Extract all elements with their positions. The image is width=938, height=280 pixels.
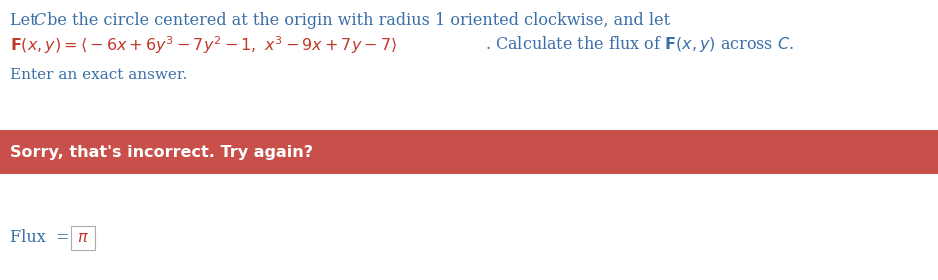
Text: $\pi$: $\pi$ (77, 230, 89, 246)
Bar (0, 130, 938, 174)
Text: be the circle centered at the origin with radius 1 oriented clockwise, and let: be the circle centered at the origin wit… (42, 12, 670, 29)
Text: Flux  =: Flux = (10, 230, 75, 246)
Text: . Calculate the flux of $\mathbf{F}(x, y)$ across $C$.: . Calculate the flux of $\mathbf{F}(x, y… (485, 34, 794, 54)
Text: Let: Let (10, 12, 42, 29)
Text: C: C (33, 12, 45, 29)
Text: Enter an exact answer.: Enter an exact answer. (10, 68, 188, 82)
FancyBboxPatch shape (71, 226, 95, 250)
Text: $\mathbf{F}(x, y) = \langle -6x + 6y^3 - 7y^2 - 1,\ x^3 - 9x + 7y - 7\rangle$: $\mathbf{F}(x, y) = \langle -6x + 6y^3 -… (10, 34, 397, 56)
Text: Sorry, that's incorrect. Try again?: Sorry, that's incorrect. Try again? (10, 144, 313, 160)
